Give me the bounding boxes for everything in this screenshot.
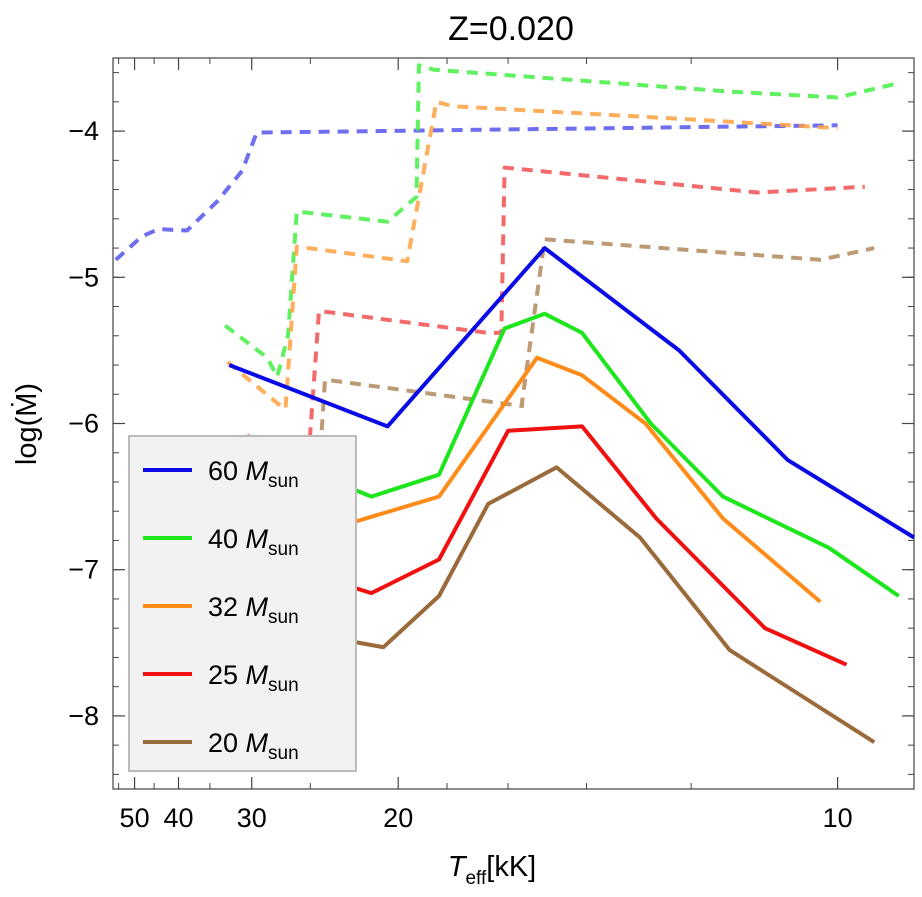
dashed-series-line-5: [114, 123, 838, 262]
x-tick-label: 50: [120, 803, 150, 833]
legend: 60 Msun 40 Msun 32 Msun 25 Msun 20 Msun: [128, 435, 357, 772]
series-line-1: [279, 311, 900, 598]
legend-label: 32 Msun: [208, 592, 299, 628]
x-tick-label: 20: [383, 803, 413, 833]
x-axis-label: Teff[kK]: [448, 851, 536, 889]
x-tick-label: 10: [823, 803, 853, 833]
y-tick-label: −8: [68, 701, 99, 731]
chart-title: Z=0.020: [448, 10, 574, 48]
y-tick-label: −7: [68, 555, 99, 585]
legend-label: 25 Msun: [208, 660, 299, 696]
dashed-series-line-6: [223, 63, 895, 379]
legend-label: 20 Msun: [208, 728, 299, 764]
axis-ticks: 50 40 30 20 10 −4 −5 −6 −7 −8: [68, 58, 914, 833]
series-line-3: [279, 424, 848, 667]
x-tick-label: 30: [237, 803, 267, 833]
legend-label: 60 Msun: [208, 456, 299, 492]
series-line-2: [279, 355, 822, 604]
y-tick-label: −5: [68, 262, 99, 292]
x-tick-label: 40: [163, 803, 193, 833]
series-line-4: [285, 465, 876, 744]
legend-box: [128, 435, 357, 772]
series-line-0: [228, 246, 916, 540]
dashed-series-line-9: [271, 237, 875, 565]
legend-label: 40 Msun: [208, 524, 299, 560]
y-tick-label: −4: [68, 116, 99, 146]
y-tick-label: −6: [68, 409, 99, 439]
y-axis-label: log(Ṁ): [10, 383, 43, 465]
dashed-series-line-7: [226, 99, 838, 411]
